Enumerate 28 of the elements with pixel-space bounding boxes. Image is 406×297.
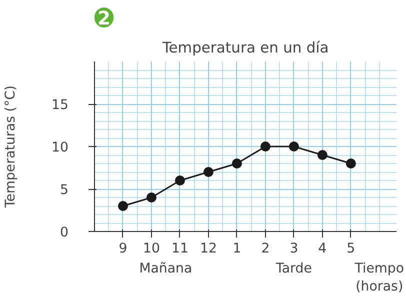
point [118,201,128,211]
point [317,150,328,160]
x-tick-label: 3 [290,242,298,256]
y-axis-title: Temperaturas (°C) [4,85,19,209]
y-tick-label: 15 [52,98,69,113]
x-tick-label: 4 [318,242,327,256]
x-tick-label: 1 [232,242,242,256]
point [174,176,185,186]
text: 2 [98,8,110,30]
chart-title: Temperatura en un día [161,40,329,56]
text: Mañana [139,262,192,276]
x-tick-label: 5 [346,242,356,256]
point [260,142,270,152]
point [203,167,214,177]
point [346,158,356,168]
x-tick-label: 12 [200,242,217,256]
point [146,192,156,202]
x-tick-label: 11 [171,242,188,256]
y-tick-label: 10 [52,140,69,156]
y-tick-label: 5 [60,183,69,198]
point [288,142,299,152]
x-tick-label: 9 [118,242,128,256]
x-tick-label: 2 [261,242,270,256]
x-tick-label: 10 [143,242,160,256]
y-tick-label: 0 [60,226,69,240]
text: Tarde [274,262,312,276]
point [232,158,242,168]
x-axis-title: Tiempo (horas) [354,262,404,294]
